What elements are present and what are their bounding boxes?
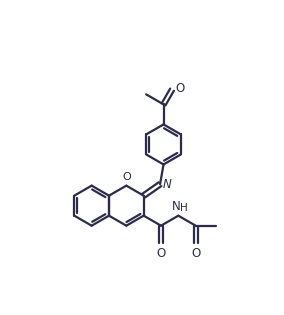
Text: N: N: [162, 178, 171, 191]
Text: O: O: [156, 247, 166, 260]
Text: O: O: [191, 247, 200, 260]
Text: H: H: [180, 203, 188, 213]
Text: O: O: [122, 172, 131, 182]
Text: O: O: [175, 82, 184, 94]
Text: N: N: [172, 200, 180, 213]
